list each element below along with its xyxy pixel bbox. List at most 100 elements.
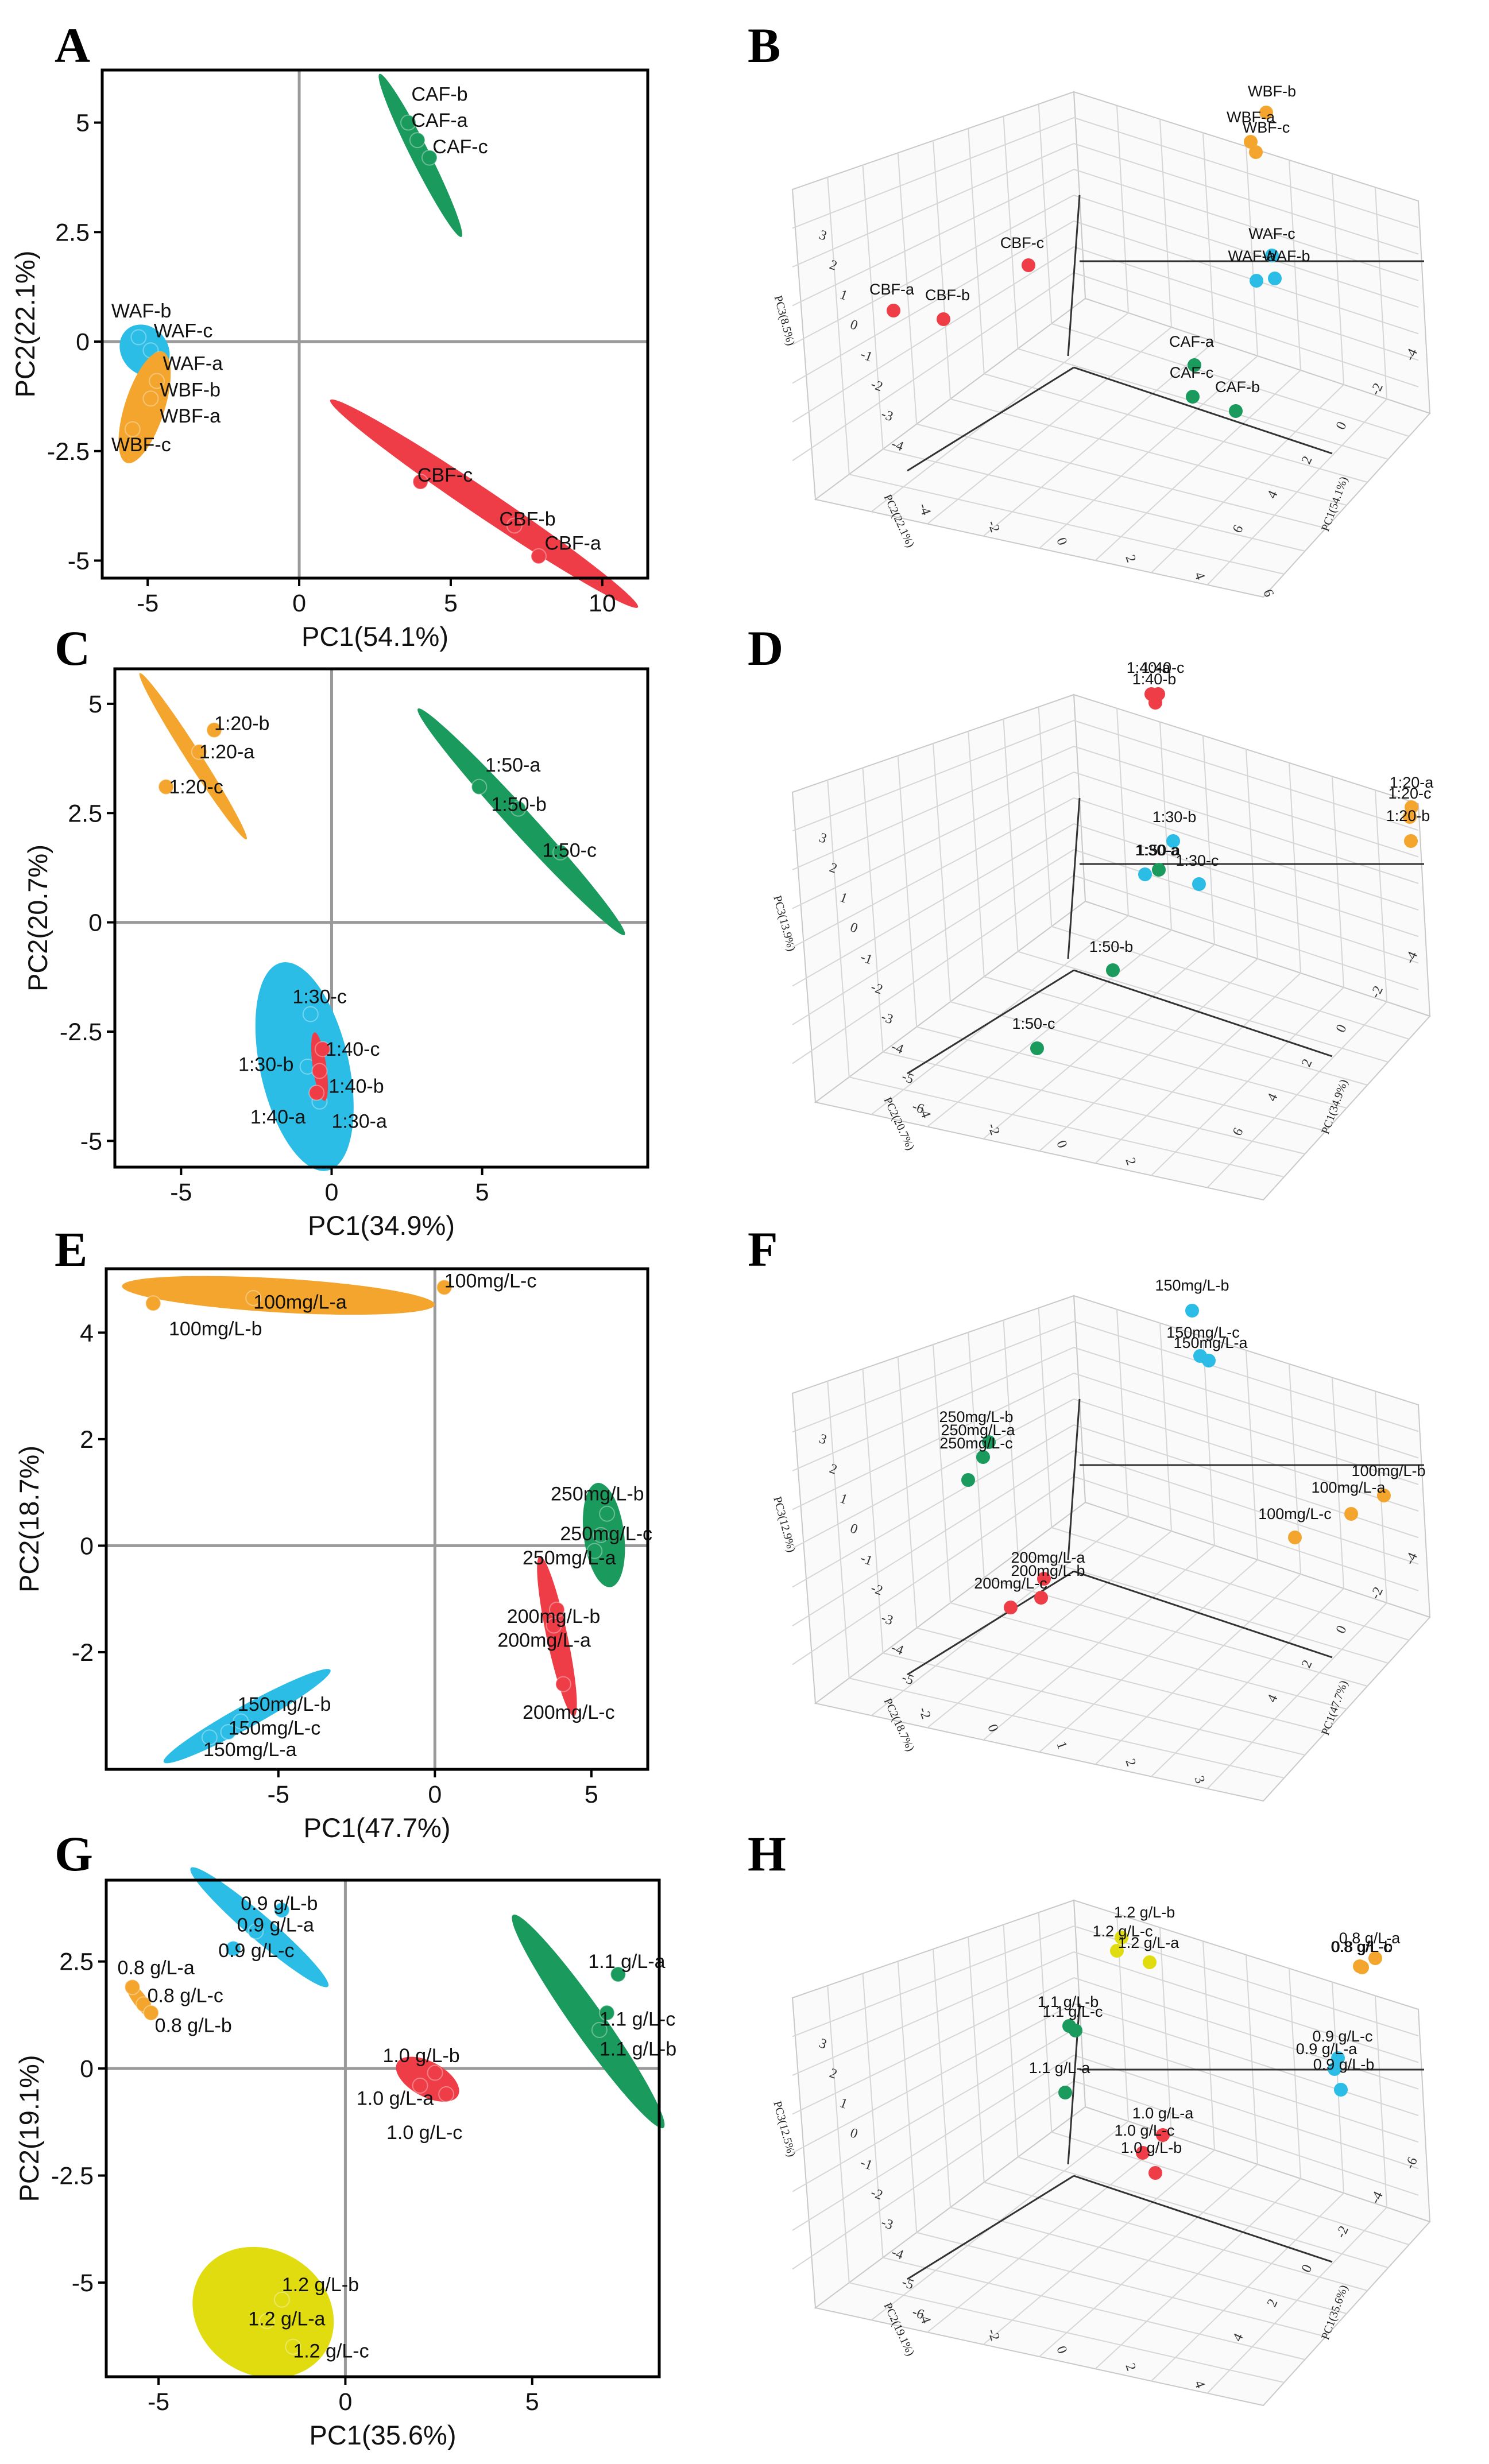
grid-line (933, 1344, 951, 1603)
grid-line (792, 220, 1074, 384)
data-point (548, 1601, 565, 1618)
pca-3d-plot-h: 3210-1-2-3-4-5-6-4-2024-6-4-2024PC3(12.5… (771, 1899, 1431, 2407)
x-tick-label: 5 (585, 1781, 598, 1808)
pca-3d-plot-f: 3210-1-2-3-4-5-20123-4-2024PC3(12.9%)PC2… (771, 1277, 1431, 1802)
data-label-3d: WAF-a (1228, 247, 1277, 265)
data-point-3d (1334, 2083, 1348, 2097)
grid-line (1202, 1336, 1215, 1546)
data-point-3d (1377, 1489, 1391, 1502)
grid-line (849, 1677, 1285, 1779)
data-point (273, 1902, 290, 1919)
data-label: CBF-b (499, 508, 555, 530)
data-point (409, 132, 426, 149)
data-point (124, 421, 141, 437)
grid-line (792, 1450, 1074, 1626)
data-label: 1:40-a (250, 1106, 305, 1128)
data-label: 1.1 g/L-c (600, 2009, 675, 2031)
data-label: WBF-c (111, 434, 171, 456)
data-point-3d (1404, 834, 1418, 848)
data-point-3d (1030, 1041, 1044, 1055)
plot-frame (113, 667, 649, 1169)
grid-line (1003, 1924, 1019, 2157)
grid-line (897, 1357, 918, 1628)
plot-background (106, 1880, 659, 2377)
grid-line (1246, 1350, 1258, 1560)
data-label-3d: 1:50-b (1089, 938, 1134, 955)
y-axis-title: PC2(22.1%) (10, 251, 40, 398)
zero-axis-line (1073, 969, 1333, 1057)
zero-axis-line (1067, 1398, 1081, 1560)
grid-line (792, 823, 1074, 987)
zero-axis-line (1067, 195, 1081, 357)
zero-axis-line (1073, 1570, 1333, 1659)
grid-line (1003, 1320, 1019, 1553)
grid-line (968, 731, 985, 977)
y-tick-label: 2 (80, 1426, 94, 1454)
data-label-3d: 1:30-b (1152, 808, 1197, 826)
grid-line (1206, 398, 1387, 586)
data-point-3d (1185, 1304, 1199, 1318)
grid-line (1289, 1968, 1301, 2179)
grid-line (1038, 1912, 1053, 2132)
data-point-3d (1368, 1951, 1382, 1965)
data-point-3d (1202, 1354, 1216, 1367)
grid-line (1073, 823, 1419, 937)
data-point (593, 1527, 609, 1543)
grid-line (792, 2029, 1074, 2192)
data-point (142, 390, 159, 407)
x-tick-label: 0 (338, 2388, 352, 2416)
z-axis-title: PC3(13.9%) (771, 894, 798, 953)
grid-line (792, 169, 1074, 307)
data-label: 1:20-a (199, 741, 254, 763)
grid-line (933, 743, 951, 1002)
grid-line (883, 448, 1305, 552)
grid-line (792, 772, 1074, 909)
data-point-3d (1403, 810, 1417, 824)
panel-letter-g: G (55, 1826, 93, 1881)
z-axis-title: PC3(12.5%) (771, 2100, 798, 2159)
data-label: CAF-b (411, 83, 467, 105)
grid-line (897, 1961, 918, 2233)
grid-line (1073, 1926, 1419, 2037)
data-label-3d: 0.8 g/L-a (1339, 1930, 1401, 1947)
data-point (302, 1006, 319, 1022)
y-tick-label: -2.5 (60, 1018, 102, 1046)
grid-line (792, 1321, 1074, 1433)
data-point (201, 1729, 218, 1746)
x-axis-title: PC1(35.6%) (310, 2420, 457, 2450)
data-label-3d: 1:20-b (1386, 807, 1430, 824)
grid-line (1094, 973, 1301, 1164)
data-label: WAF-a (163, 353, 223, 375)
grid-line (883, 1652, 1305, 1756)
data-label: 150mg/L-b (238, 1694, 331, 1715)
data-point (436, 1279, 452, 1296)
grid-line (792, 2081, 1074, 2270)
data-label: 1:20-c (169, 776, 223, 798)
grid-line (849, 474, 1285, 575)
data-point-3d (1268, 272, 1282, 285)
data-point (273, 2291, 290, 2308)
data-label-3d: 1.0 g/L-c (1114, 2122, 1174, 2139)
data-label-3d: 150mg/L-a (1173, 1334, 1248, 1351)
grid-line (792, 1977, 1074, 2115)
grid-line (1038, 707, 1053, 927)
data-label-3d: 0.8 g/L-c (1331, 1938, 1391, 1955)
grid-line (849, 1076, 1285, 1177)
grid-line (968, 1332, 985, 1578)
data-label: CBF-c (417, 464, 473, 486)
data-label: 200mg/L-b (507, 1606, 601, 1628)
confidence-ellipse-200mg-l (537, 1556, 577, 1717)
data-point-3d (1331, 2051, 1345, 2065)
data-label-3d: 1.1 g/L-b (1038, 1993, 1099, 2010)
data-point (225, 1940, 242, 1957)
grid-line (849, 2282, 1285, 2383)
grid-line (792, 143, 1074, 268)
grid-line (792, 746, 1074, 870)
grid-line (1073, 143, 1419, 255)
z-axis-title: PC3(8.5%) (772, 294, 797, 347)
data-label-3d: 1:50-c (1012, 1015, 1055, 1032)
grid-line (1073, 720, 1419, 831)
data-label-3d: WBF-b (1248, 83, 1296, 100)
data-point-3d (937, 312, 950, 326)
